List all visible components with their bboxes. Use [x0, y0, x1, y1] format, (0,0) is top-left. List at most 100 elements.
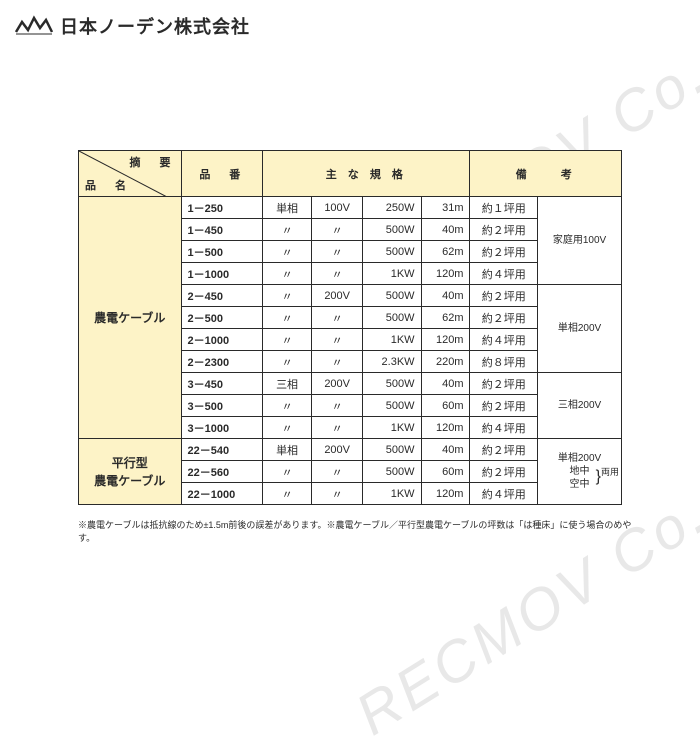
cell: 200V — [312, 373, 363, 395]
cell: 500W — [363, 461, 421, 483]
cell: 〃 — [263, 329, 312, 351]
table-row: 平行型農電ケーブル22－540単相200V500W40m約２坪用単相200V地中… — [79, 439, 622, 461]
cell: 60m — [421, 395, 470, 417]
cell: 約２坪用 — [470, 395, 538, 417]
cell: 〃 — [312, 483, 363, 505]
note-cell: 三相200V — [538, 373, 622, 439]
cell: 1－500 — [181, 241, 263, 263]
cell: 〃 — [312, 461, 363, 483]
cell: 1－250 — [181, 197, 263, 219]
cell: 〃 — [312, 307, 363, 329]
cell: 3－1000 — [181, 417, 263, 439]
cell: 22－540 — [181, 439, 263, 461]
cell: 約４坪用 — [470, 417, 538, 439]
spec-table: 摘 要 品 名 品 番 主 な 規 格 備 考 農電ケーブル1－250単相100… — [78, 150, 622, 505]
cell: 〃 — [263, 395, 312, 417]
cell: 〃 — [312, 263, 363, 285]
cell: 1KW — [363, 417, 421, 439]
cell: 62m — [421, 307, 470, 329]
cell: 〃 — [263, 461, 312, 483]
cell: 31m — [421, 197, 470, 219]
note-cell: 単相200V地中}両用空中 — [538, 439, 622, 505]
cell: 3－500 — [181, 395, 263, 417]
cell: 120m — [421, 329, 470, 351]
cell: 2－450 — [181, 285, 263, 307]
header-note: 備 考 — [470, 151, 622, 197]
cell: 約４坪用 — [470, 329, 538, 351]
cell: 1KW — [363, 483, 421, 505]
cell: 40m — [421, 285, 470, 307]
cell: 〃 — [263, 483, 312, 505]
cell: 〃 — [263, 351, 312, 373]
cell: 約４坪用 — [470, 263, 538, 285]
logo-icon — [14, 12, 54, 40]
cell: 1KW — [363, 329, 421, 351]
table-row: 農電ケーブル1－250単相100V250W31m約１坪用家庭用100V — [79, 197, 622, 219]
cell: 約２坪用 — [470, 461, 538, 483]
cell: 約４坪用 — [470, 483, 538, 505]
header-spec: 主 な 規 格 — [263, 151, 470, 197]
header-diagonal: 摘 要 品 名 — [79, 151, 182, 197]
cell: 62m — [421, 241, 470, 263]
cell: 22－560 — [181, 461, 263, 483]
cell: 〃 — [312, 219, 363, 241]
cell: 約２坪用 — [470, 439, 538, 461]
cell: 3－450 — [181, 373, 263, 395]
footnote: ※農電ケーブルは抵抗線のため±1.5m前後の誤差があります。※農電ケーブル／平行… — [78, 518, 638, 544]
cell: 500W — [363, 219, 421, 241]
cell: 1KW — [363, 263, 421, 285]
cell: 220m — [421, 351, 470, 373]
cell: 約２坪用 — [470, 219, 538, 241]
cell: 〃 — [312, 241, 363, 263]
company-name: 日本ノーデン株式会社 — [60, 13, 250, 39]
cell: 〃 — [312, 395, 363, 417]
cell: 〃 — [312, 417, 363, 439]
cell: 〃 — [263, 285, 312, 307]
cell: 約１坪用 — [470, 197, 538, 219]
cell: 〃 — [263, 417, 312, 439]
cell: 40m — [421, 439, 470, 461]
cell: 60m — [421, 461, 470, 483]
cell: 三相 — [263, 373, 312, 395]
cell: 120m — [421, 417, 470, 439]
header-partno: 品 番 — [181, 151, 263, 197]
cell: 22－1000 — [181, 483, 263, 505]
cell: 120m — [421, 483, 470, 505]
cell: 500W — [363, 285, 421, 307]
cell: 1－450 — [181, 219, 263, 241]
cell: 2－500 — [181, 307, 263, 329]
cell: 500W — [363, 395, 421, 417]
cell: 〃 — [312, 329, 363, 351]
cell: 約２坪用 — [470, 285, 538, 307]
note-cell: 家庭用100V — [538, 197, 622, 285]
cell: 500W — [363, 439, 421, 461]
cell: 500W — [363, 307, 421, 329]
product-category: 農電ケーブル — [79, 197, 182, 439]
cell: 約２坪用 — [470, 307, 538, 329]
cell: 200V — [312, 439, 363, 461]
company-logo: 日本ノーデン株式会社 — [14, 12, 250, 40]
cell: 単相 — [263, 197, 312, 219]
cell: 〃 — [263, 263, 312, 285]
cell: 120m — [421, 263, 470, 285]
cell: 40m — [421, 373, 470, 395]
cell: 〃 — [263, 219, 312, 241]
cell: 約２坪用 — [470, 373, 538, 395]
cell: 〃 — [263, 241, 312, 263]
cell: 2.3KW — [363, 351, 421, 373]
cell: 2－2300 — [181, 351, 263, 373]
note-cell: 単相200V — [538, 285, 622, 373]
cell: 約２坪用 — [470, 241, 538, 263]
cell: 40m — [421, 219, 470, 241]
cell: 1－1000 — [181, 263, 263, 285]
cell: 500W — [363, 373, 421, 395]
cell: 〃 — [263, 307, 312, 329]
cell: 100V — [312, 197, 363, 219]
cell: 単相 — [263, 439, 312, 461]
cell: 500W — [363, 241, 421, 263]
cell: 200V — [312, 285, 363, 307]
cell: 〃 — [312, 351, 363, 373]
cell: 約８坪用 — [470, 351, 538, 373]
product-category: 平行型農電ケーブル — [79, 439, 182, 505]
cell: 250W — [363, 197, 421, 219]
